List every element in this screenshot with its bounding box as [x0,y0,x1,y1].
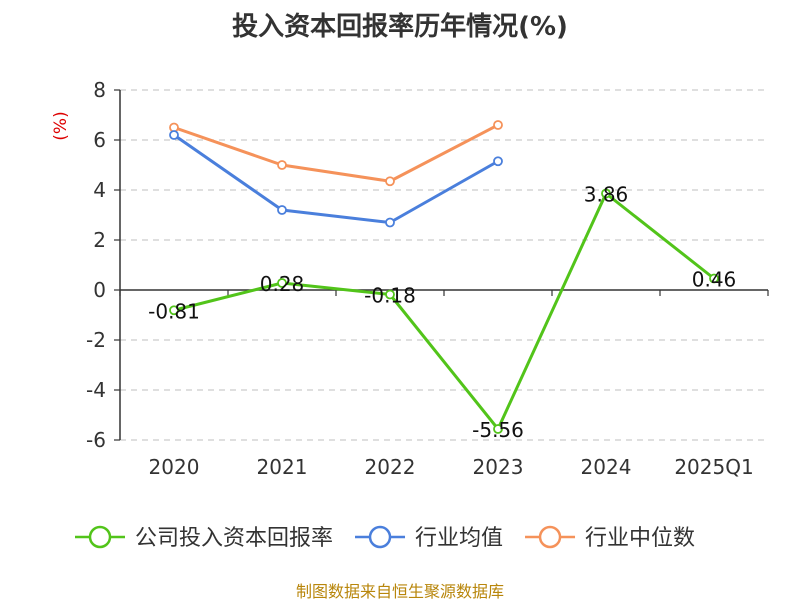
series-group [169,120,719,434]
x-tick-label-2023: 2023 [473,455,524,479]
data-point [277,205,287,215]
legend-item-[interactable]: 行业均值 [355,525,503,551]
legend-label: 行业均值 [415,526,503,551]
data-point [493,156,503,167]
data-label: -0.81 [148,299,200,323]
legend-marker-icon [538,525,562,549]
legend-item-[interactable]: 行业中位数 [525,525,695,551]
series--line [173,192,715,431]
x-tick-label-2022: 2022 [365,455,416,479]
legend-marker-icon [88,525,112,549]
data-point [493,424,503,434]
data-labels: -0.81 0.28 -0.18 -5.56 3.86 0.46 [148,183,736,443]
data-point [169,305,179,316]
legend[interactable]: 公司投入资本回报率 行业均值 行业中位数 [75,525,695,551]
y-tick-label: 2 [93,228,106,252]
y-tick-label: -6 [86,428,106,452]
grid-lines [120,89,768,441]
y-tick-label: -2 [86,328,106,352]
legend-label: 公司投入资本回报率 [135,526,333,551]
source-note: 制图数据来自恒生聚源数据库 [295,582,504,601]
data-point [385,217,395,228]
y-tick-label: 8 [93,78,106,102]
data-label: -0.18 [364,284,416,308]
legend-label: 行业中位数 [585,526,695,551]
data-point [493,120,503,130]
y-tick-label: 0 [93,278,106,302]
legend-marker-icon [368,525,392,549]
x-tick-label-2021: 2021 [257,455,308,479]
y-tick-label: 4 [93,178,106,202]
x-tick-label-2024: 2024 [581,455,632,479]
data-label: 0.28 [260,272,305,296]
x-tick-label-2020: 2020 [149,455,200,479]
chart-title: 投入资本回报率历年情况(%) [232,12,568,42]
data-point [277,160,287,170]
data-label: -5.56 [472,418,524,442]
data-point [385,289,395,300]
y-tick-label: -4 [86,378,106,402]
y-tick-label: 6 [93,128,106,152]
data-label: 3.86 [584,183,629,207]
axes: 8 6 4 2 0 -2 -4 -6 2020 2021 2022 2023 2024 2025Q1 [86,78,769,479]
data-label: 0.46 [692,268,737,292]
data-point [277,278,287,288]
data-point [709,273,719,284]
legend-item-[interactable]: 公司投入资本回报率 [75,525,333,551]
data-point [601,188,611,199]
series--line [173,123,499,183]
data-point [385,176,395,187]
y-axis-label: (%) [51,111,71,140]
x-tick-label-2025q1: 2025Q1 [674,455,753,479]
data-point [169,130,179,140]
series--line [173,133,499,224]
